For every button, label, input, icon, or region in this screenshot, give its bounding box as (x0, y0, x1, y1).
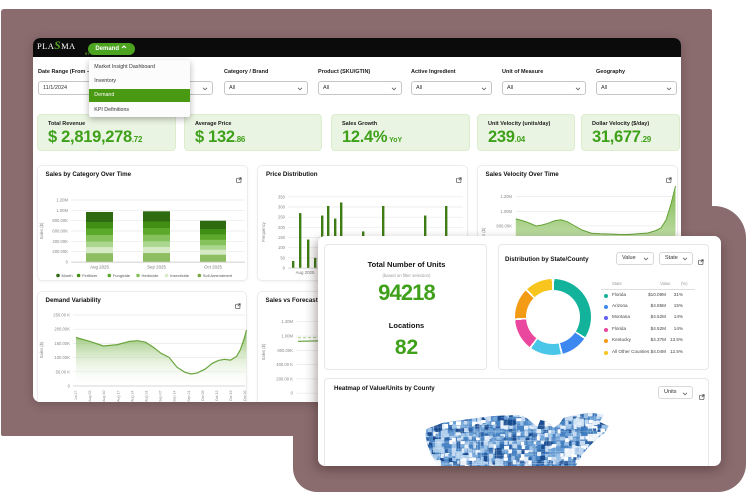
svg-text:Oct 05: Oct 05 (200, 391, 204, 402)
svg-text:Oct 19: Oct 19 (229, 391, 233, 402)
svg-text:150.00K: 150.00K (54, 341, 70, 346)
svg-text:Sales ($): Sales ($) (39, 222, 44, 239)
svg-text:Sep 14: Sep 14 (172, 390, 176, 401)
svg-text:1.00M: 1.00M (56, 208, 68, 213)
svg-text:200: 200 (278, 225, 286, 230)
svg-text:Oct 2025: Oct 2025 (204, 265, 222, 270)
svg-text:Insecticide: Insecticide (170, 273, 190, 278)
svg-text:250: 250 (278, 215, 286, 220)
svg-text:200.00K: 200.00K (52, 249, 68, 254)
svg-text:600.00K: 600.00K (52, 229, 68, 234)
svg-text:400.00 K: 400.00 K (276, 362, 293, 367)
svg-text:Herbicide: Herbicide (141, 273, 159, 278)
svg-text:Aug 2025: Aug 2025 (296, 270, 315, 275)
svg-text:Aug 31: Aug 31 (144, 390, 148, 401)
svg-text:Sales ($): Sales ($) (261, 343, 266, 360)
svg-text:50: 50 (280, 255, 285, 260)
svg-text:250.00 K: 250.00 K (53, 313, 70, 318)
svg-text:Fertilizer: Fertilizer (82, 273, 98, 278)
svg-text:800.00K: 800.00K (52, 218, 68, 223)
svg-text:Oct 26: Oct 26 (243, 391, 247, 402)
svg-text:100.00K: 100.00K (54, 355, 70, 360)
svg-text:Fungicide: Fungicide (112, 273, 130, 278)
svg-text:1.20M: 1.20M (56, 198, 68, 203)
svg-text:300: 300 (278, 205, 286, 210)
svg-text:50.00 K: 50.00 K (55, 369, 70, 374)
svg-text:Frequency: Frequency (261, 221, 266, 242)
svg-text:200.00K: 200.00K (54, 327, 70, 332)
svg-text:Month: Month (61, 273, 72, 278)
svg-text:0: 0 (283, 266, 286, 271)
svg-text:Aug 2025: Aug 2025 (90, 265, 109, 270)
svg-text:800.00K: 800.00K (496, 223, 512, 228)
svg-text:Aug 24: Aug 24 (130, 390, 134, 401)
svg-text:350: 350 (278, 194, 286, 199)
svg-text:0: 0 (290, 391, 293, 396)
svg-text:1.20M: 1.20M (281, 319, 293, 324)
svg-text:1.20M: 1.20M (500, 194, 512, 199)
svg-text:1.00M: 1.00M (281, 334, 293, 339)
svg-text:Sales ($): Sales ($) (39, 341, 44, 358)
svg-text:Sales ($): Sales ($) (481, 227, 486, 244)
svg-text:800.00K: 800.00K (277, 348, 293, 353)
svg-text:Soil Amendment: Soil Amendment (202, 273, 232, 278)
svg-text:200.00 K: 200.00 K (276, 376, 293, 381)
svg-text:Aug 17: Aug 17 (116, 390, 120, 401)
svg-text:Oct 12: Oct 12 (215, 391, 219, 402)
svg-text:400.00K: 400.00K (52, 239, 68, 244)
svg-text:100: 100 (278, 245, 286, 250)
svg-text:Aug 10: Aug 10 (102, 390, 106, 401)
svg-text:0: 0 (65, 260, 68, 265)
svg-text:Sep 2025: Sep 2025 (147, 265, 166, 270)
svg-text:1.00M: 1.00M (500, 209, 512, 214)
svg-text:150: 150 (278, 235, 286, 240)
svg-text:Jul 27: Jul 27 (74, 391, 78, 401)
svg-text:Sep 21: Sep 21 (186, 390, 190, 401)
svg-text:Sep 07: Sep 07 (158, 390, 162, 401)
svg-text:0: 0 (67, 384, 70, 389)
svg-text:Aug 03: Aug 03 (88, 390, 92, 401)
